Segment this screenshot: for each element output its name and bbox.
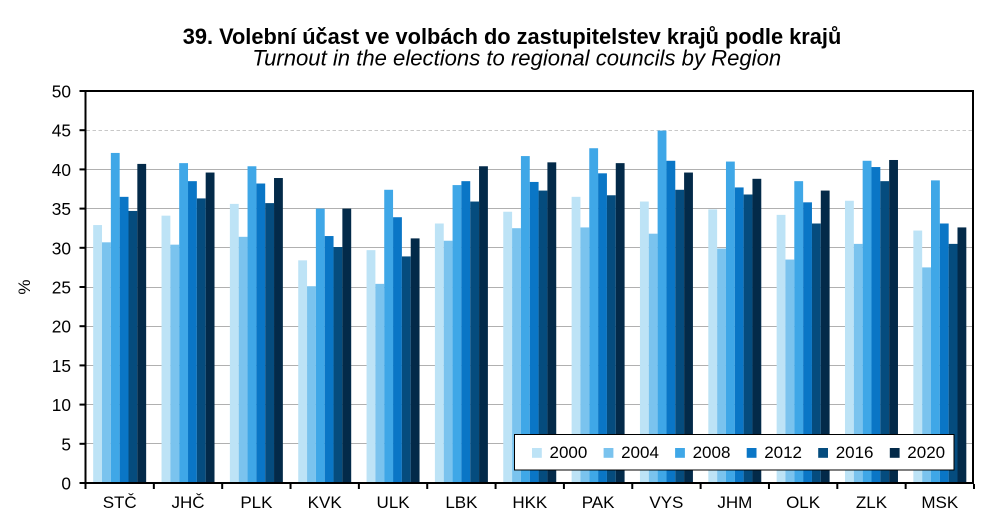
svg-text:%: % — [15, 279, 34, 294]
svg-text:35: 35 — [52, 199, 71, 219]
svg-text:20: 20 — [52, 317, 71, 337]
svg-text:40: 40 — [52, 160, 71, 180]
svg-text:10: 10 — [52, 395, 71, 415]
svg-text:15: 15 — [52, 356, 71, 376]
svg-text:PLK: PLK — [240, 493, 273, 512]
svg-text:39. Volební účast ve volbách d: 39. Volební účast ve volbách do zastupit… — [183, 24, 842, 49]
svg-text:STČ: STČ — [103, 493, 137, 512]
svg-text:25: 25 — [52, 278, 71, 298]
svg-text:JHČ: JHČ — [171, 493, 204, 512]
svg-text:30: 30 — [52, 238, 71, 258]
svg-text:50: 50 — [52, 82, 71, 102]
svg-text:2004: 2004 — [621, 443, 659, 462]
svg-text:KVK: KVK — [308, 493, 343, 512]
svg-text:45: 45 — [52, 121, 71, 141]
svg-text:2008: 2008 — [693, 443, 731, 462]
svg-text:2020: 2020 — [907, 443, 945, 462]
svg-text:2012: 2012 — [764, 443, 802, 462]
svg-text:PAK: PAK — [582, 493, 615, 512]
svg-text:HKK: HKK — [512, 493, 548, 512]
svg-text:MSK: MSK — [921, 493, 959, 512]
svg-text:ZLK: ZLK — [856, 493, 888, 512]
svg-text:0: 0 — [61, 474, 71, 494]
svg-text:5: 5 — [61, 434, 71, 454]
svg-text:VYS: VYS — [649, 493, 683, 512]
svg-text:OLK: OLK — [786, 493, 821, 512]
svg-text:LBK: LBK — [445, 493, 478, 512]
svg-text:2016: 2016 — [836, 443, 874, 462]
svg-text:Turnout in the elections to re: Turnout in the elections to regional cou… — [252, 46, 781, 71]
svg-text:ULK: ULK — [377, 493, 411, 512]
svg-text:JHM: JHM — [717, 493, 752, 512]
svg-text:2000: 2000 — [550, 443, 588, 462]
